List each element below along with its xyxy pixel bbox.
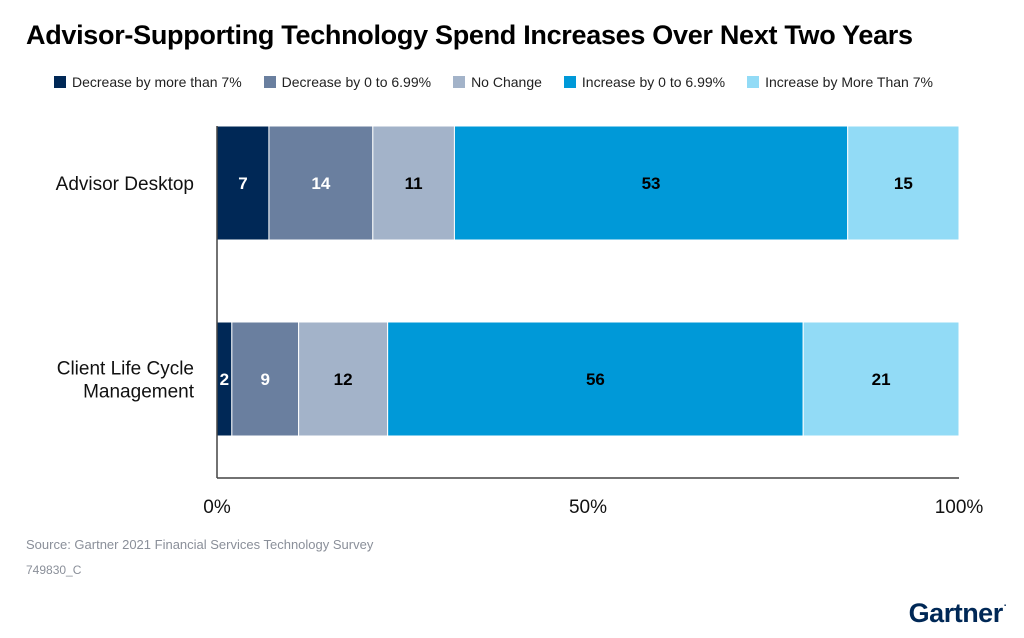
category-labels-group: Advisor Desktop Client Life Cycle Manageme… bbox=[56, 174, 195, 403]
tick-labels-group: 0% 50% 100% bbox=[203, 497, 983, 518]
source-note: Source: Gartner 2021 Financial Services … bbox=[26, 537, 374, 552]
legend-item-decrease-more-7: Decrease by more than 7% bbox=[54, 74, 242, 90]
figure-code: 749830_C bbox=[26, 563, 82, 577]
legend-label: Decrease by 0 to 6.99% bbox=[281, 74, 432, 90]
legend-item-no-change: No Change bbox=[453, 74, 542, 90]
bar-labels-group: 7 14 11 53 15 2 9 12 56 21 bbox=[220, 174, 913, 389]
legend-item-increase-0-7: Increase by 0 to 6.99% bbox=[563, 74, 726, 90]
legend-label: Decrease by more than 7% bbox=[72, 74, 242, 90]
category-label: Client Life Cycle Management bbox=[57, 359, 195, 403]
bar-value-label: 15 bbox=[894, 174, 913, 193]
legend-swatch bbox=[747, 76, 760, 88]
bar-segment bbox=[372, 125, 455, 241]
axes-group bbox=[216, 126, 959, 479]
legend-swatch bbox=[563, 76, 576, 88]
gartner-logo: Gartner. bbox=[908, 598, 1007, 629]
category-label: Advisor Desktop bbox=[56, 174, 194, 195]
bar-segment bbox=[847, 125, 960, 241]
legend-swatch bbox=[54, 76, 66, 88]
bar-value-label: 14 bbox=[311, 174, 330, 193]
bar-value-label: 11 bbox=[405, 174, 423, 193]
legend-label: Increase by More Than 7% bbox=[765, 74, 933, 90]
legend-item-decrease-0-7: Decrease by 0 to 6.99% bbox=[263, 74, 432, 90]
x-tick-label: 0% bbox=[203, 497, 231, 518]
x-tick-label: 100% bbox=[935, 497, 984, 518]
x-tick-label: 50% bbox=[569, 497, 607, 518]
bar-segment bbox=[387, 321, 804, 437]
bars-group bbox=[216, 125, 960, 437]
gartner-logo-text: Gartner bbox=[908, 598, 1004, 628]
bar-value-label: 12 bbox=[334, 370, 353, 389]
legend-label: No Change bbox=[471, 74, 542, 90]
bar-value-label: 53 bbox=[642, 174, 661, 193]
legend: Decrease by more than 7% Decrease by 0 t… bbox=[54, 74, 955, 90]
bar-segment bbox=[802, 321, 960, 437]
legend-label: Increase by 0 to 6.99% bbox=[581, 74, 726, 90]
bar-segment bbox=[231, 321, 300, 437]
legend-item-increase-more-7: Increase by More Than 7% bbox=[747, 74, 933, 90]
bar-value-label: 2 bbox=[220, 370, 229, 389]
bar-segment bbox=[268, 125, 374, 241]
bar-value-label: 7 bbox=[238, 174, 247, 193]
legend-swatch bbox=[263, 76, 276, 88]
bar-value-label: 21 bbox=[872, 370, 891, 389]
bar-segment bbox=[453, 125, 849, 241]
bar-value-label: 9 bbox=[260, 370, 269, 389]
gartner-logo-mark: . bbox=[1003, 598, 1007, 609]
legend-swatch bbox=[453, 76, 466, 88]
bar-value-label: 56 bbox=[586, 370, 605, 389]
bar-segment bbox=[298, 321, 389, 437]
chart-title: Advisor-Supporting Technology Spend Incr… bbox=[26, 20, 913, 50]
